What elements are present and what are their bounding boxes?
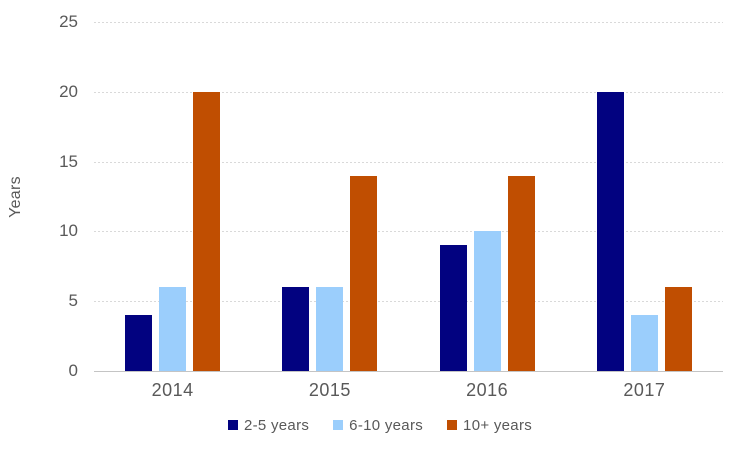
plot-area (94, 22, 723, 371)
gridline-y-15 (94, 161, 723, 163)
gridline-y-20 (94, 91, 723, 93)
legend-swatch-icon (447, 420, 458, 430)
bar-10+-years-2015 (350, 175, 378, 371)
chart-legend: 2-5 years 6-10 years 10+ years (0, 411, 750, 439)
bar-10+-years-2016 (507, 175, 535, 371)
legend-label: 6-10 years (349, 416, 424, 434)
x-axis-line (94, 371, 723, 372)
bar-2-5-years-2015 (282, 287, 310, 371)
legend-item-10+-years: 10+ years (447, 417, 532, 434)
bar-6-10-years-2016 (473, 231, 501, 371)
bar-10+-years-2017 (664, 287, 692, 371)
legend-swatch-icon (333, 420, 344, 430)
x-tick-label-2015: 2015 (308, 380, 351, 400)
legend-label: 2-5 years (243, 416, 310, 434)
bar-6-10-years-2014 (159, 287, 187, 371)
legend-label: 10+ years (463, 416, 533, 434)
y-axis-title: Years (7, 176, 24, 218)
y-tick-label: 20 (59, 81, 78, 101)
bar-10+-years-2014 (193, 91, 221, 371)
gridline-y-5 (94, 301, 723, 303)
y-tick-label: 25 (59, 12, 78, 31)
x-tick-label-2016: 2016 (466, 380, 509, 400)
bar-2-5-years-2017 (596, 91, 624, 371)
legend-item-6-10-years: 6-10 years (333, 417, 423, 434)
y-tick-label: 0 (68, 361, 78, 380)
x-tick-label-2014: 2014 (151, 380, 194, 400)
bar-2-5-years-2016 (439, 245, 467, 371)
bar-2-5-years-2014 (125, 315, 153, 371)
y-tick-label: 10 (59, 221, 78, 241)
legend-item-2-5-years: 2-5 years (227, 416, 310, 434)
y-tick-label: 5 (68, 291, 78, 311)
x-tick-label-2017: 2017 (623, 380, 666, 400)
gridline-y-25 (94, 22, 723, 23)
bar-6-10-years-2015 (316, 287, 344, 371)
bar-6-10-years-2017 (630, 315, 658, 371)
y-tick-label: 15 (59, 151, 78, 171)
gridline-y-10 (94, 231, 723, 233)
legend-swatch-icon (227, 420, 238, 430)
